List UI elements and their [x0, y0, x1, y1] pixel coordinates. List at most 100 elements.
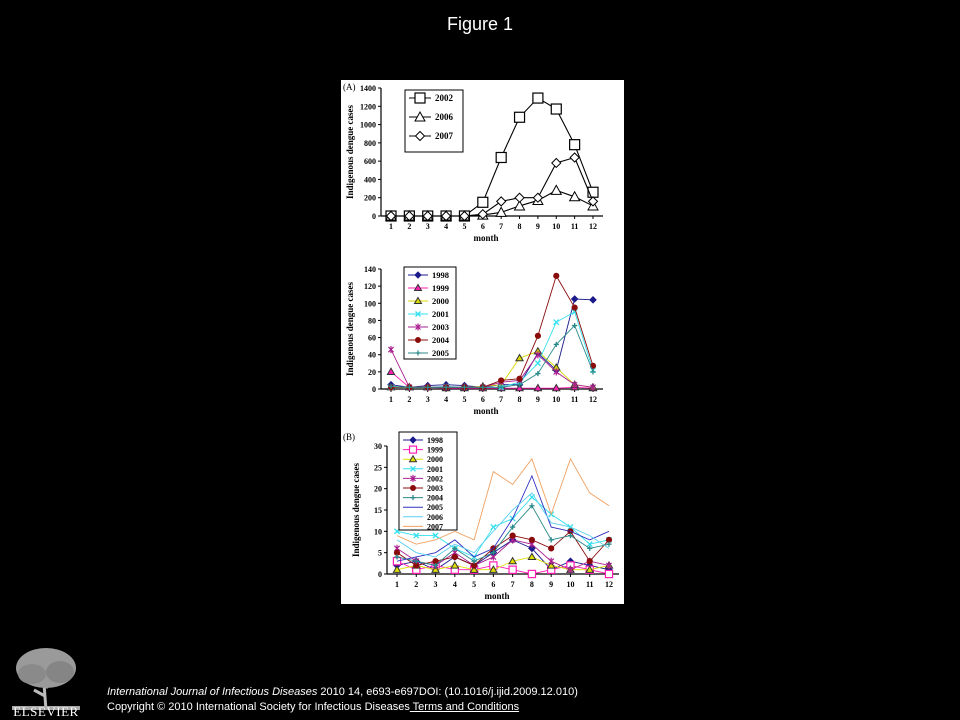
chart1-series-2007-point — [459, 210, 470, 222]
chart1-series-2007-point — [532, 192, 544, 203]
chart2-series-2000-point — [515, 353, 525, 362]
chart1-xtick-label: 12 — [589, 222, 597, 231]
chart3-series-2002-point — [567, 566, 574, 574]
chart1-legend-label: 2006 — [435, 112, 454, 122]
chart2-series-2005-point — [388, 383, 394, 390]
chart3-xtick-label: 12 — [605, 580, 613, 589]
chart2-xtick-label: 3 — [426, 395, 430, 404]
chart3-series-2000-point — [469, 565, 479, 573]
chart3-series-2000-line — [396, 556, 610, 571]
chart3-ytick-label: 15 — [374, 506, 382, 515]
chart2-legend-marker — [415, 350, 421, 356]
chart3-series-1998-point — [528, 544, 536, 553]
chart1-series-2006-point — [568, 190, 581, 202]
chart2-ytick-label: 100 — [364, 299, 376, 308]
chart1-ytick-label: 200 — [364, 194, 376, 203]
chart2-ytick-label: 120 — [364, 282, 376, 291]
chart3-series-2004-point — [567, 533, 574, 539]
chart3-ytick-label: 5 — [378, 549, 382, 558]
chart1-legend-marker — [414, 110, 426, 122]
chart3-legend-label: 2002 — [427, 474, 443, 483]
chart2-series-1999-point — [515, 383, 525, 392]
chart3-series-2003-point — [528, 536, 536, 543]
chart1-panel-label: (A) — [343, 82, 356, 92]
citation-line: International Journal of Infectious Dise… — [107, 685, 578, 700]
chart2-series-2003-point — [553, 368, 560, 376]
chart2-series-2005-point — [516, 382, 523, 388]
chart1-ytick-label: 400 — [364, 175, 376, 184]
chart2-legend-label: 2000 — [432, 296, 449, 306]
chart2-xtick-label: 11 — [571, 395, 579, 404]
chart2-series-2005-point — [406, 384, 412, 390]
chart3-xtick-label: 11 — [586, 580, 594, 589]
chart2-series-2005-point — [425, 384, 431, 390]
chart3-series-2001-line — [396, 496, 610, 558]
chart3-legend-marker — [410, 465, 416, 472]
chart3-xtick-label: 2 — [414, 580, 418, 589]
chart3-legend-label: 2004 — [427, 494, 443, 503]
chart3-legend-marker — [408, 445, 418, 454]
chart3-legend-label: 1999 — [427, 446, 443, 455]
chart2-series-2003-point — [589, 383, 597, 391]
chart3-series-2000-point — [488, 565, 498, 573]
elsevier-tree-logo — [8, 644, 84, 714]
chart3-legend — [398, 431, 458, 531]
chart3-legend-label: 2007 — [427, 522, 443, 531]
chart3-series-2005-line — [396, 474, 610, 562]
chart2-series-2001-point — [534, 360, 541, 367]
chart3-series-2004-point — [529, 503, 535, 509]
chart3-series-2003-point — [586, 558, 593, 565]
chart2-xtick-label: 6 — [481, 395, 485, 404]
chart3-series-2004-point — [510, 524, 516, 530]
chart3-series-1999-point — [527, 569, 537, 579]
chart2-xlabel: month — [473, 406, 498, 416]
chart3-xtick-label: 8 — [530, 580, 534, 589]
chart2-xtick-label: 8 — [518, 395, 522, 404]
chart3-series-2004-line — [396, 504, 610, 566]
chart1-series-2002-point — [513, 111, 526, 123]
chart3-series-2004-point — [606, 541, 612, 547]
chart3-legend-label: 2006 — [427, 513, 443, 522]
chart1-ytick-label: 1000 — [360, 121, 376, 130]
chart3-ytick-label: 30 — [374, 442, 382, 451]
chart2-series-2005-point — [461, 384, 468, 390]
chart3-series-2007-line — [396, 457, 610, 545]
chart3-legend-label: 1998 — [427, 436, 443, 445]
chart1-xtick-label: 5 — [462, 222, 466, 231]
chart1-series-2002-point — [550, 103, 562, 115]
chart3-series-2004-point — [471, 558, 477, 564]
chart2-series-2005-point — [553, 341, 559, 348]
chart3-series-2004-point — [394, 554, 400, 560]
chart3-series-2004-point — [413, 558, 419, 564]
chart1-series-2007-line — [391, 156, 594, 217]
chart2-legend-marker — [415, 337, 421, 343]
terms-link[interactable]: Terms and Conditions — [409, 701, 520, 713]
chart3-legend-marker — [409, 436, 417, 444]
chart2-legend-marker — [415, 311, 421, 317]
chart2-series-2003-point — [571, 381, 578, 389]
chart2-legend-label: 2003 — [432, 322, 449, 332]
citation-block: International Journal of Infectious Dise… — [107, 685, 578, 715]
chart1-ytick-label: 800 — [364, 139, 376, 148]
chart3-series-2000-point — [527, 552, 537, 561]
chart1-series-2006-line — [391, 189, 594, 217]
chart3-series-2000-point — [546, 560, 556, 569]
chart3-xtick-label: 9 — [549, 580, 553, 589]
copyright-line: Copyright © 2010 International Society f… — [107, 700, 578, 715]
chart2-ytick-label: 140 — [364, 265, 376, 274]
chart1-series-2002-point — [495, 151, 507, 164]
chart1-xtick-label: 10 — [552, 222, 560, 231]
chart3-xtick-label: 7 — [511, 580, 515, 589]
chart1-ytick-label: 600 — [364, 157, 376, 166]
chart1-xtick-label: 9 — [536, 222, 540, 231]
chart1-series-2007-point — [477, 208, 489, 220]
chart2-series-2005-point — [480, 384, 486, 390]
chart1-xtick-label: 1 — [389, 222, 393, 231]
chart1-xlabel: month — [473, 233, 498, 243]
chart2-series-1998-point — [589, 296, 597, 304]
chart2-ytick-label: 40 — [368, 351, 376, 360]
chart1-ytick-label: 1400 — [360, 84, 376, 93]
chart3-ytick-label: 0 — [378, 570, 382, 579]
chart1-series-2002-point — [477, 196, 489, 208]
chart1-series-2007-point — [404, 210, 415, 222]
